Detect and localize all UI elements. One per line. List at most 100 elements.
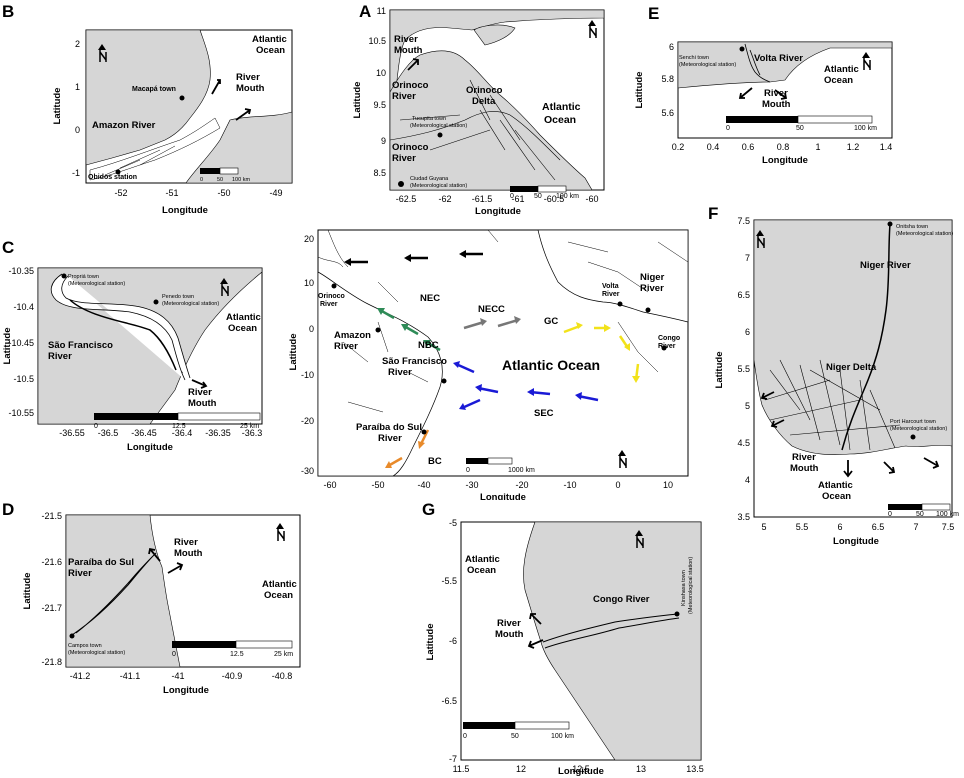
orinoco-delta-a-2: Delta	[472, 96, 496, 107]
volta-center-1: Volta	[602, 283, 619, 290]
xt-c-0: -36.55	[59, 428, 85, 438]
map-panel-a: 11 10.5 10 9.5 9 8.5 -62.5 -62 -61.5 -61…	[352, 6, 605, 217]
xt-d-1: -41.1	[120, 671, 141, 681]
campos-marker	[69, 633, 75, 639]
volta-marker-center	[617, 301, 623, 307]
propria-label-2: (Meteorological station)	[68, 281, 125, 287]
xt-b-3: -49	[269, 188, 282, 198]
river-mouth-g-1: River	[497, 618, 521, 629]
scalebar-b: 0 50 100 km	[200, 167, 250, 183]
svg-text:-10: -10	[563, 480, 576, 490]
north-arrow-icon	[98, 44, 107, 62]
yt-a-2: 10	[376, 68, 386, 78]
port-harcourt-marker	[910, 434, 916, 440]
arrow-d-1	[148, 547, 161, 562]
land-e	[677, 41, 893, 89]
land-a	[389, 9, 605, 191]
ylabel-e: Latitude	[634, 72, 645, 109]
river-mouth-c-1: River	[188, 387, 212, 398]
amazon-marker-center	[375, 327, 381, 333]
svg-text:100 km: 100 km	[854, 125, 877, 132]
arrow-c	[191, 379, 208, 389]
macapa-marker	[179, 95, 185, 101]
svg-text:-20: -20	[515, 480, 528, 490]
svg-text:-40: -40	[417, 480, 430, 490]
atlantic-g-2: Ocean	[467, 565, 496, 576]
arrow-a	[407, 58, 419, 71]
tucupita-label-2: (Meteorological station)	[410, 123, 467, 129]
svg-text:-7: -7	[449, 754, 457, 764]
map-panel-e: 6 5.8 5.6 0.2 0.4 0.6 0.8 1 1.2 1.4 Long…	[634, 41, 893, 166]
land-b	[85, 29, 293, 184]
atlantic-e-1: Atlantic	[824, 64, 859, 75]
north-arrow-icon	[276, 523, 285, 541]
panel-letter-f: F	[708, 204, 719, 223]
xt-d-2: -41	[171, 671, 184, 681]
onitsha-label-2: (Meteorological station)	[896, 231, 953, 237]
orinoco-delta-a-1: Orinoco	[466, 85, 503, 96]
paraiba-d-2: River	[68, 568, 92, 579]
ciudad-guyana-label-2: (Meteorological station)	[410, 183, 467, 189]
y-ticks-g: -5 -5.5 -6 -6.5 -7	[441, 518, 457, 764]
xt-e-3: 0.8	[777, 142, 790, 152]
ylabel-d: Latitude	[22, 573, 33, 610]
congo-g-label: Congo River	[593, 594, 650, 605]
north-arrow-icon	[618, 450, 627, 468]
river-mouth-b-1: River	[236, 72, 260, 83]
map-panel-c: -10.35 -10.4 -10.45 -10.5 -10.55 -36.55 …	[2, 266, 263, 453]
paraiba-d-1: Paraíba do Sul	[68, 557, 134, 568]
campos-label-2: (Meteorological station)	[68, 650, 125, 656]
svg-text:0: 0	[309, 324, 314, 334]
propria-marker	[61, 273, 67, 279]
svg-text:7.5: 7.5	[942, 522, 955, 532]
xt-c-5: -36.3	[242, 428, 263, 438]
atlantic-d-1: Atlantic	[262, 579, 297, 590]
xt-d-0: -41.2	[70, 671, 91, 681]
svg-text:100 km: 100 km	[556, 193, 579, 200]
panel-letter-d: D	[2, 500, 15, 519]
svg-text:-60: -60	[323, 480, 336, 490]
svg-text:12: 12	[516, 764, 526, 774]
svg-text:20: 20	[304, 234, 314, 244]
y-ticks-center: 20 10 0 -10 -20 -30	[301, 234, 314, 476]
ylabel-c: Latitude	[2, 328, 13, 365]
xt-a-0: -62.5	[396, 194, 417, 204]
svg-text:-10: -10	[301, 370, 314, 380]
amazon-center-1: Amazon	[334, 330, 371, 341]
onitsha-label-1: Onitsha town	[896, 224, 928, 230]
map-panel-b: 2 1 0 -1 -52 -51 -50 -49 Longitude Latit…	[52, 29, 293, 216]
map-panel-f: 7.5 7 6.5 6 5.5 5 4.5 4 3.5 5 5.5 6 6.5 …	[714, 216, 959, 547]
svg-text:11.5: 11.5	[453, 764, 470, 774]
svg-text:13: 13	[636, 764, 646, 774]
scalebar-g: 0 50 100 km	[463, 721, 574, 740]
svg-text:4: 4	[745, 475, 750, 485]
svg-text:-6.5: -6.5	[441, 696, 457, 706]
xlabel-c: Longitude	[127, 442, 173, 453]
river-mouth-d-2: Mouth	[174, 548, 203, 559]
panel-letter-e: E	[648, 4, 660, 23]
river-mouth-g-2: Mouth	[495, 629, 524, 640]
xt-d-4: -40.8	[272, 671, 293, 681]
volta-label: Volta River	[754, 53, 803, 64]
bc-label: BC	[428, 456, 442, 467]
atlantic-g-1: Atlantic	[465, 554, 500, 565]
arrow-b-1	[211, 79, 221, 95]
xt-c-2: -36.45	[131, 428, 157, 438]
svg-text:-6: -6	[449, 636, 457, 646]
river-mouth-f-2: Mouth	[790, 463, 819, 474]
arrow-d-2	[167, 562, 184, 574]
map-panel-center: 20 10 0 -10 -20 -30 -60 -50 -40 -30 -20 …	[288, 229, 689, 500]
y-ticks-f: 7.5 7 6.5 6 5.5 5 4.5 4 3.5	[737, 216, 750, 522]
svg-text:0: 0	[510, 193, 514, 200]
svg-text:10: 10	[663, 480, 673, 490]
kinshasa-label-1: Kinshasa town	[681, 570, 687, 606]
svg-text:1000 km: 1000 km	[508, 467, 535, 474]
niger-delta-label: Niger Delta	[826, 362, 877, 373]
paraiba-center-2: River	[378, 433, 402, 444]
ylabel-g: Latitude	[425, 624, 436, 661]
svg-text:50: 50	[916, 511, 924, 518]
svg-text:6: 6	[837, 522, 842, 532]
x-ticks-g: 11.5 12 12.5 13 13.5	[453, 764, 704, 774]
land-f	[753, 219, 953, 456]
x-ticks-f: 5 5.5 6 6.5 7 7.5	[761, 522, 954, 532]
